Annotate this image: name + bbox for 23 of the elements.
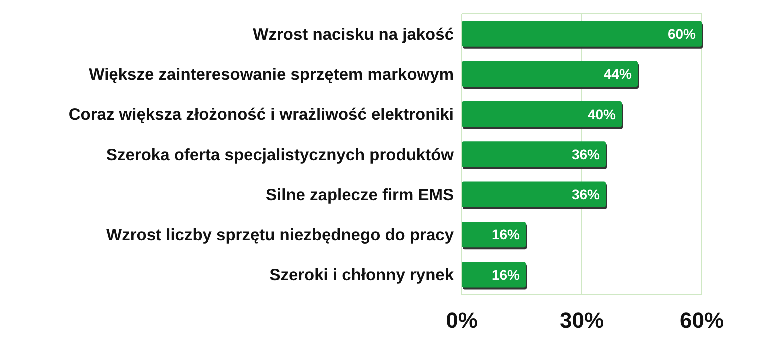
bar [462,142,606,168]
x-tick-label: 0% [446,308,478,333]
data-label: 40% [588,106,617,122]
bar [462,182,606,208]
y-tick-label: Wzrost nacisku na jakość [253,26,454,44]
data-label: 16% [492,226,521,243]
bar [462,61,638,88]
bar [462,21,702,47]
x-tick-label: 30% [560,308,604,333]
data-label: 60% [668,26,697,42]
y-tick-label: Coraz większa złożoność i wrażliwość elektroniki [68,106,454,124]
data-label: 36% [572,146,601,162]
data-label: 16% [492,266,521,283]
y-tick-label: Szeroki i chłonny rynek [270,266,455,285]
data-label: 44% [604,66,633,82]
bar [462,262,526,288]
x-tick-label: 60% [680,308,724,333]
data-label: 36% [572,186,601,203]
y-tick-label: Większe zainteresowanie sprzętem markowym [89,66,454,84]
y-tick-label: Silne zaplecze firm EMS [266,186,454,204]
y-tick-label: Szeroka oferta specjalistycznych produktów [106,146,454,164]
bar [462,102,622,128]
y-tick-label: Wzrost liczby sprzętu niezbędnego do pracy [106,226,455,245]
